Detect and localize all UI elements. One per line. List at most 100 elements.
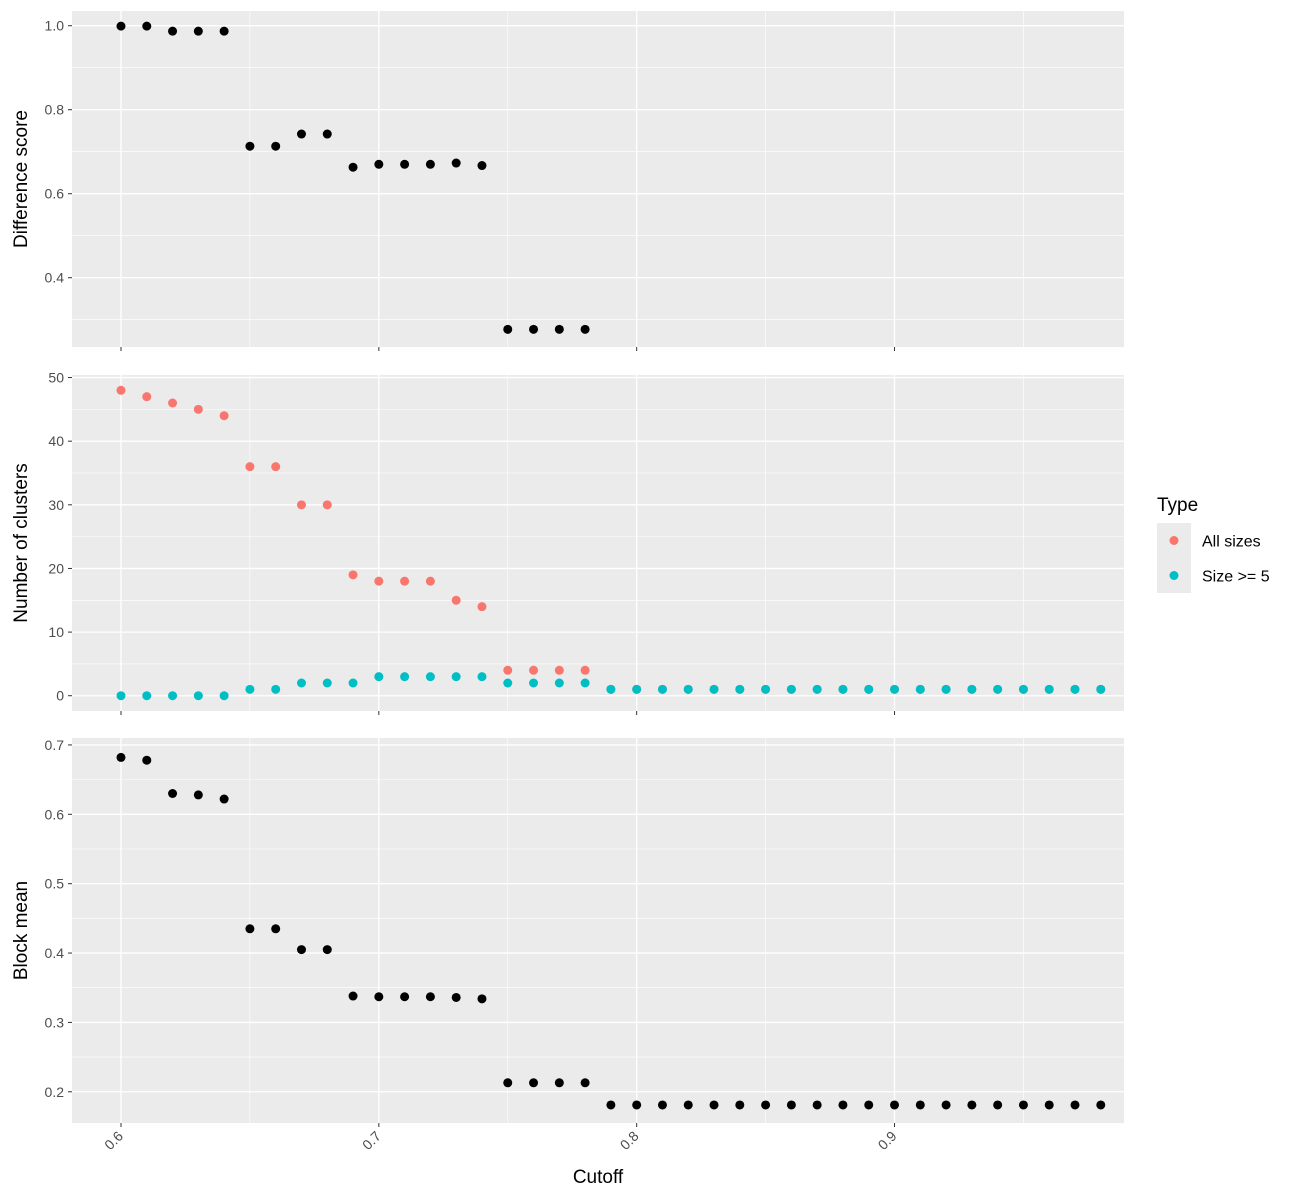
data-point <box>503 678 513 688</box>
data-point <box>993 1100 1003 1110</box>
data-point <box>477 161 487 171</box>
data-point <box>425 992 435 1002</box>
data-point <box>245 924 255 934</box>
y-tick-label: 0 <box>56 688 64 704</box>
x-tick-label: 0.9 <box>875 1128 900 1153</box>
panel-background <box>72 738 1124 1123</box>
data-point <box>941 1100 951 1110</box>
data-point <box>193 26 203 36</box>
data-point <box>554 1078 564 1088</box>
data-point <box>477 672 487 682</box>
data-point <box>219 794 229 804</box>
data-point <box>322 678 332 688</box>
data-point <box>838 684 848 694</box>
data-point <box>683 1100 693 1110</box>
panel-1: 0.4 0.6 0.8 1.0 Difference score <box>11 11 1124 351</box>
x-axis-title: Cutoff <box>573 1167 624 1188</box>
data-point <box>296 129 306 139</box>
data-point <box>1096 684 1106 694</box>
data-point <box>425 159 435 169</box>
data-point <box>219 691 229 701</box>
y-tick-label: 30 <box>48 497 64 513</box>
data-point <box>477 602 487 612</box>
data-point <box>967 684 977 694</box>
data-point <box>374 672 384 682</box>
data-point <box>580 678 590 688</box>
data-point <box>245 462 255 472</box>
y-tick-label: 0.5 <box>45 876 65 892</box>
data-point <box>709 1100 719 1110</box>
data-point <box>786 1100 796 1110</box>
data-point <box>554 324 564 334</box>
y-tick-label: 0.8 <box>45 102 65 118</box>
data-point <box>116 385 126 395</box>
data-point <box>812 684 822 694</box>
data-point <box>709 684 719 694</box>
y-tick-label: 0.3 <box>45 1014 65 1030</box>
data-point <box>529 678 539 688</box>
data-point <box>400 672 410 682</box>
panel-background <box>72 11 1124 347</box>
y-tick-label: 0.4 <box>45 945 65 961</box>
data-point <box>786 684 796 694</box>
data-point <box>348 678 358 688</box>
panel-3: 0.2 0.3 0.4 0.5 0.6 0.7 0.6 0.7 0.8 0.9 Block mean <box>11 737 1124 1153</box>
data-point <box>168 398 178 408</box>
data-point <box>374 159 384 169</box>
data-point <box>271 462 281 472</box>
data-point <box>451 992 461 1002</box>
data-point <box>812 1100 822 1110</box>
data-point <box>1044 1100 1054 1110</box>
data-point <box>193 691 203 701</box>
data-point <box>322 945 332 955</box>
data-point <box>529 665 539 675</box>
y-tick-label: 1.0 <box>45 18 65 34</box>
data-point <box>142 691 152 701</box>
data-point <box>1044 684 1054 694</box>
data-point <box>374 576 384 586</box>
data-point <box>1070 1100 1080 1110</box>
data-point <box>554 665 564 675</box>
legend-label: All sizes <box>1202 534 1261 551</box>
data-point <box>761 684 771 694</box>
data-point <box>580 324 590 334</box>
data-point <box>915 684 925 694</box>
y-tick-label: 0.6 <box>45 186 65 202</box>
data-point <box>915 1100 925 1110</box>
data-point <box>451 595 461 605</box>
y-tick-label: 0.2 <box>45 1084 65 1100</box>
data-point <box>606 1100 616 1110</box>
legend-marker <box>1169 571 1179 580</box>
y-tick-label: 50 <box>48 370 64 386</box>
x-tick-label: 0.6 <box>101 1128 126 1153</box>
y-tick-label: 10 <box>48 624 64 640</box>
data-point <box>348 162 358 172</box>
data-point <box>322 129 332 139</box>
data-point <box>735 1100 745 1110</box>
data-point <box>348 570 358 580</box>
data-point <box>477 994 487 1004</box>
data-point <box>503 665 513 675</box>
legend: Type All sizes Size >= 5 <box>1157 495 1270 593</box>
x-tick-label: 0.8 <box>617 1128 642 1153</box>
data-point <box>116 21 126 31</box>
legend-marker <box>1169 536 1179 545</box>
legend-entries: All sizes Size >= 5 <box>1157 523 1270 593</box>
data-point <box>451 158 461 168</box>
y-tick-label: 0.7 <box>45 737 65 753</box>
data-point <box>451 672 461 682</box>
data-point <box>142 21 152 31</box>
data-point <box>168 788 178 798</box>
data-point <box>1096 1100 1106 1110</box>
y-axis-title: Block mean <box>11 881 32 980</box>
data-point <box>941 684 951 694</box>
data-point <box>503 324 513 334</box>
data-point <box>296 500 306 510</box>
legend-title: Type <box>1157 495 1198 516</box>
data-point <box>864 684 874 694</box>
data-point <box>193 404 203 414</box>
data-point <box>425 672 435 682</box>
data-point <box>1018 1100 1028 1110</box>
data-point <box>503 1078 513 1088</box>
